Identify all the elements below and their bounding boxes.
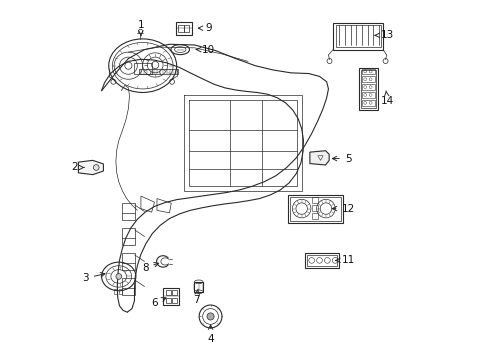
Bar (176, 22, 191, 35)
Circle shape (116, 274, 122, 279)
Text: 7: 7 (193, 289, 199, 305)
Text: 5: 5 (332, 154, 351, 163)
Bar (163, 288, 179, 305)
Bar (172, 297, 177, 302)
Circle shape (206, 313, 214, 320)
Text: 1: 1 (137, 19, 144, 35)
Circle shape (93, 165, 99, 170)
Bar (307, 255, 336, 266)
Bar (114, 289, 116, 294)
Bar (165, 297, 170, 302)
Polygon shape (78, 160, 103, 175)
Text: 4: 4 (207, 325, 213, 344)
Text: 14: 14 (380, 91, 393, 107)
Bar (134, 63, 151, 73)
Bar (305, 253, 339, 268)
Bar (139, 68, 178, 73)
Bar (312, 213, 317, 219)
Text: 8: 8 (142, 262, 158, 273)
Bar (335, 25, 380, 47)
Bar (290, 197, 340, 221)
Text: 13: 13 (374, 30, 393, 40)
Polygon shape (309, 151, 328, 165)
Bar (312, 205, 317, 211)
Text: 10: 10 (196, 45, 215, 55)
Bar (119, 289, 122, 294)
Bar (178, 24, 183, 32)
Bar (184, 24, 188, 32)
Bar (362, 84, 374, 90)
Bar (358, 68, 378, 110)
Text: 6: 6 (151, 298, 165, 308)
Bar (362, 100, 374, 106)
Bar (332, 23, 382, 50)
Bar (312, 197, 317, 203)
Bar (122, 228, 135, 245)
Text: 3: 3 (82, 273, 105, 283)
Bar (122, 278, 135, 295)
Text: 9: 9 (198, 23, 212, 33)
Bar (362, 68, 374, 74)
Text: 11: 11 (335, 255, 354, 265)
Bar (122, 253, 135, 270)
Text: 2: 2 (71, 162, 83, 172)
Bar (172, 291, 177, 296)
Bar (165, 291, 170, 296)
Bar (362, 76, 374, 82)
Bar (287, 195, 343, 223)
Bar (194, 282, 203, 292)
Bar (362, 92, 374, 98)
Bar (360, 70, 375, 108)
Text: 12: 12 (332, 203, 354, 213)
Bar (122, 203, 135, 220)
